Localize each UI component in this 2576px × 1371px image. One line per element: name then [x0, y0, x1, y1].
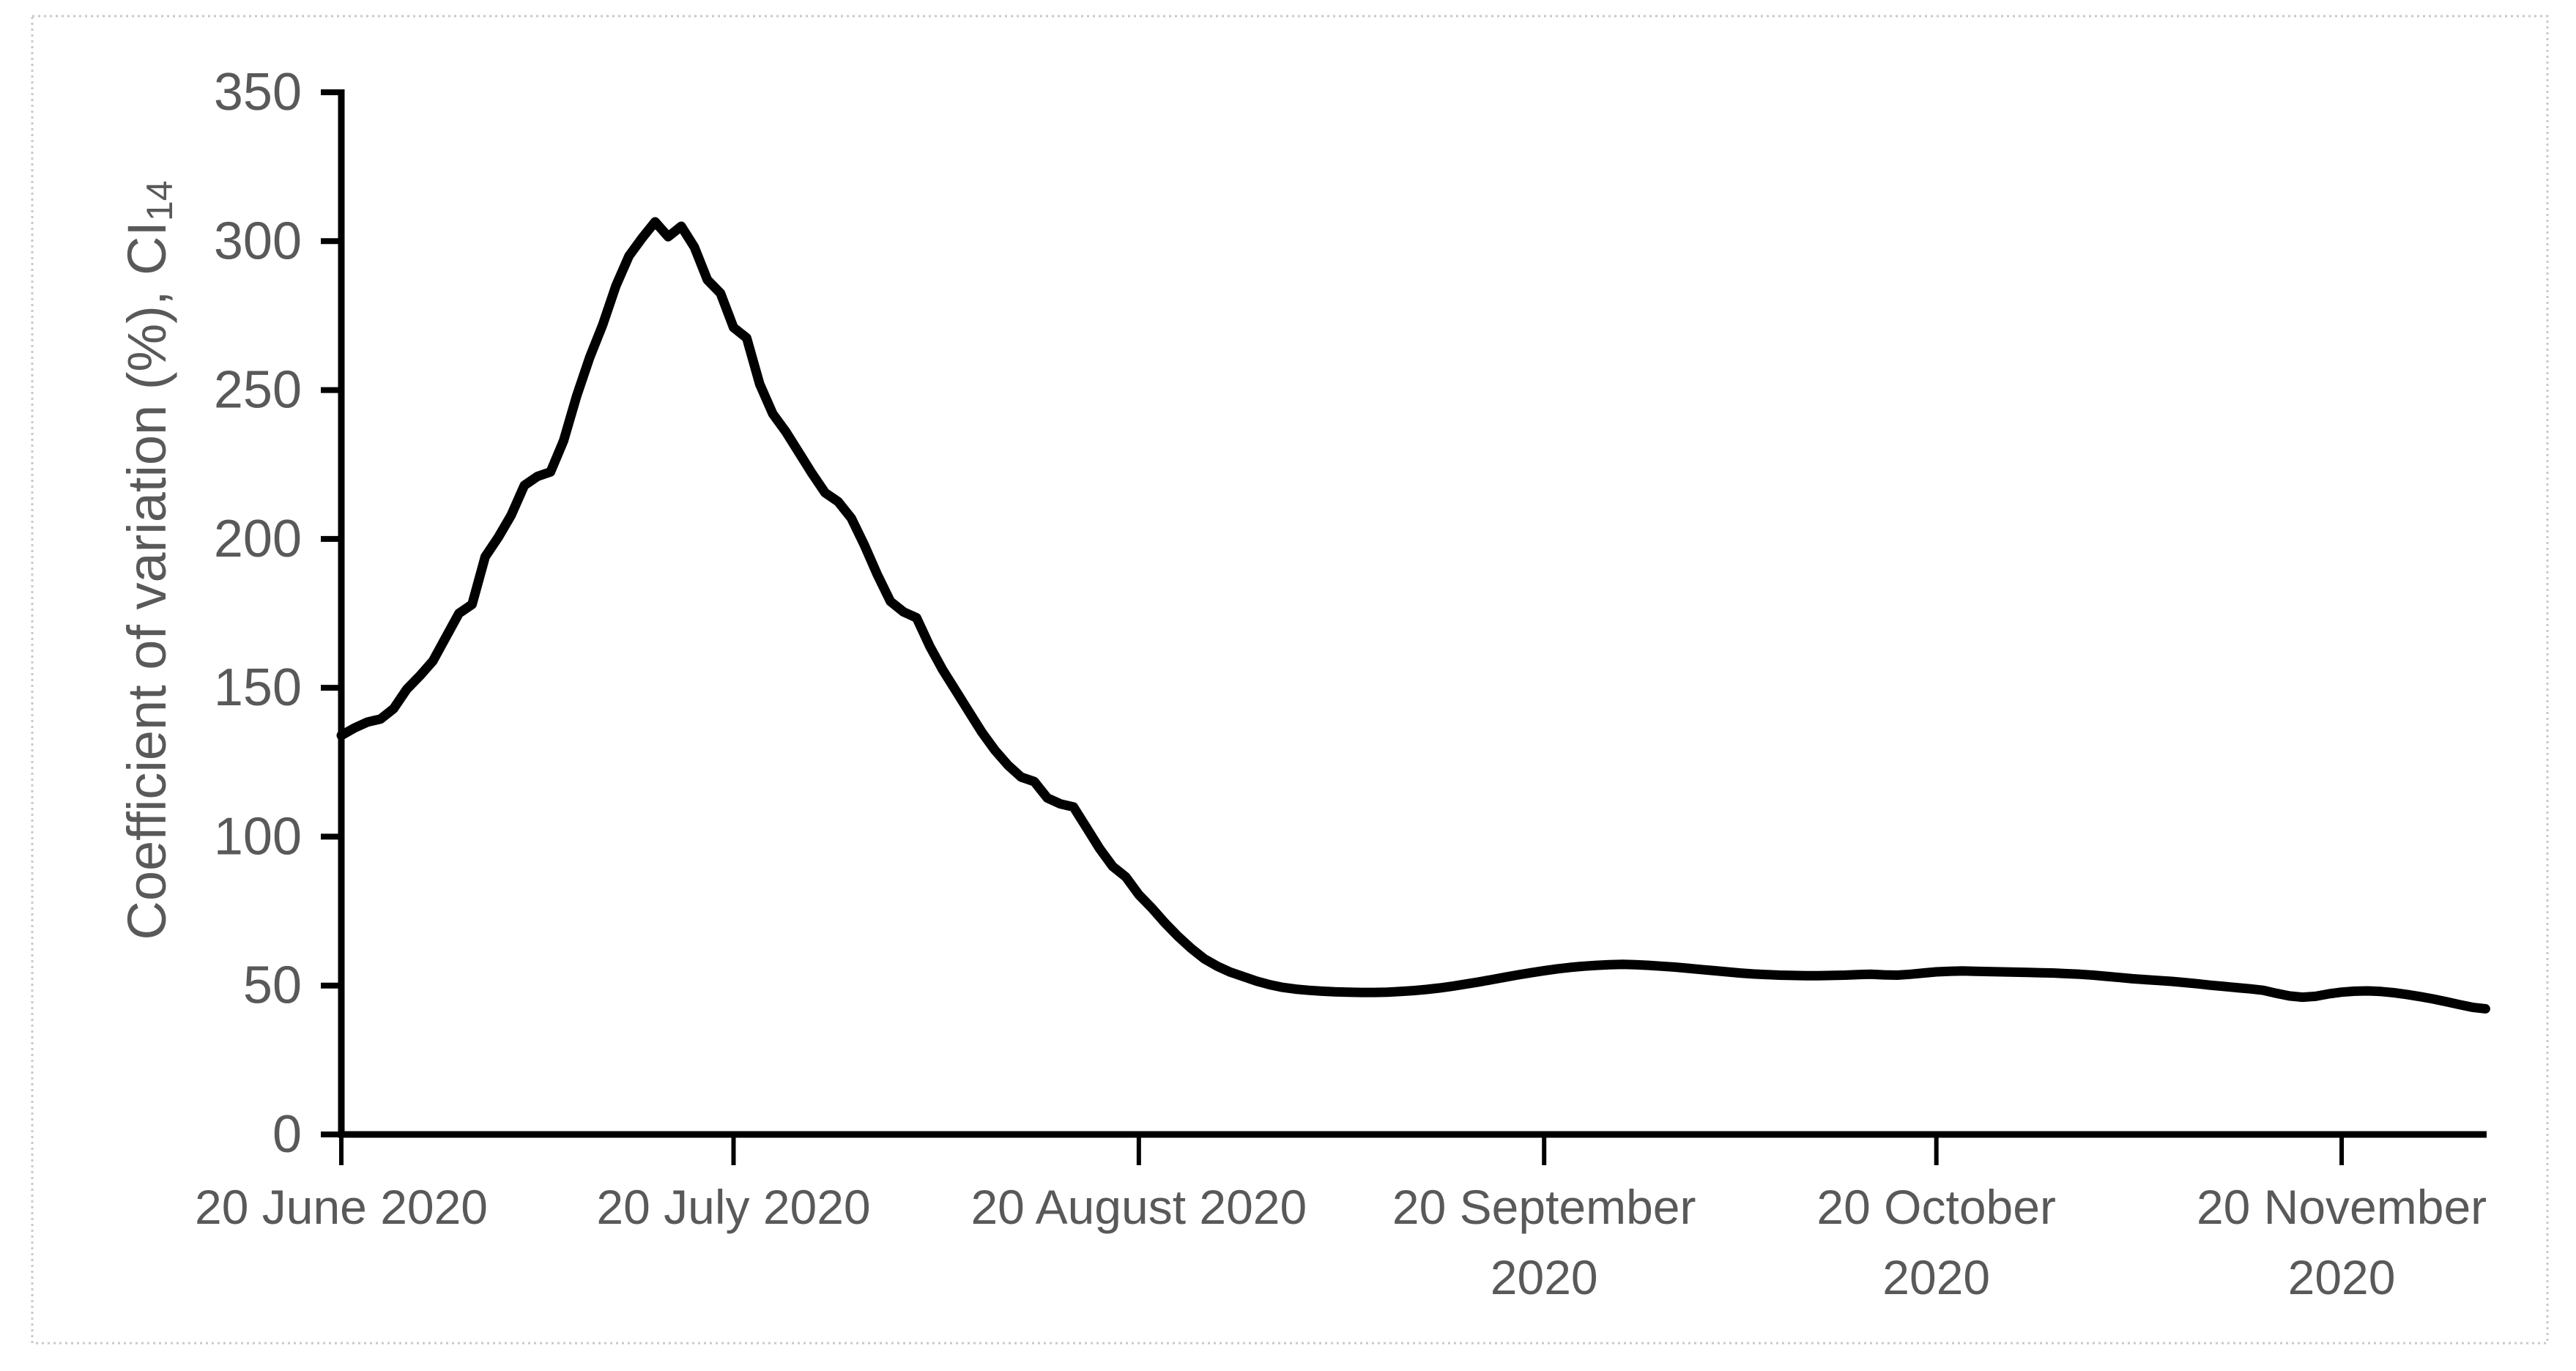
x-tick-label: 20 November [2197, 1180, 2487, 1234]
x-tick-label: 20 October [1816, 1180, 2056, 1234]
y-tick-label: 300 [214, 212, 302, 270]
y-tick-label: 200 [214, 510, 302, 568]
y-axis-title: Coefficient of variation (%), CI14 [116, 180, 181, 940]
y-tick-label: 0 [272, 1105, 302, 1164]
x-tick-label: 2020 [1491, 1250, 1598, 1304]
y-axis-title-subscript: 14 [139, 180, 180, 221]
y-tick-label: 100 [214, 807, 302, 866]
x-tick-label: 20 September [1392, 1180, 1696, 1234]
y-axis-title-main: Coefficient of variation (%), CI [116, 221, 177, 940]
y-tick-label: 50 [243, 956, 302, 1015]
series-line-cv [336, 217, 2490, 1014]
y-tick-label: 250 [214, 361, 302, 420]
figure-border [31, 15, 2549, 1345]
y-tick-label: 350 [214, 63, 302, 122]
x-tick-label: 2020 [1882, 1250, 1990, 1304]
x-tick-label: 20 August 2020 [970, 1180, 1307, 1234]
x-tick-label: 20 June 2020 [195, 1180, 488, 1234]
y-tick-label: 150 [214, 658, 302, 717]
x-tick-label: 20 July 2020 [596, 1180, 870, 1234]
x-tick-label: 2020 [2288, 1250, 2396, 1304]
